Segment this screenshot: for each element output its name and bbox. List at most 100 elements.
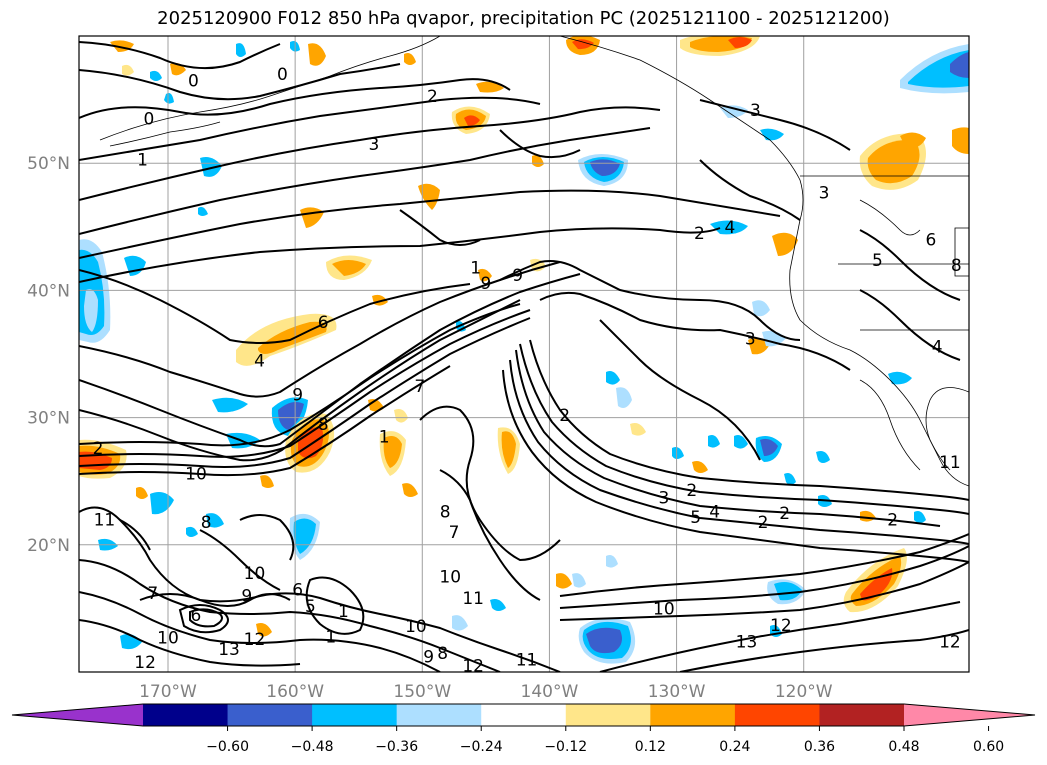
precip-blob	[734, 435, 748, 449]
contour-label: 11	[462, 589, 484, 609]
lat-tick-label: 50°N	[27, 154, 70, 174]
contour-label: 3	[750, 101, 761, 121]
colorbar-tick-label: −0.36	[375, 739, 418, 755]
colorbar: −0.60 −0.48 −0.36 −0.24 −0.12 0.12 0.24 0.36 0.4…	[11, 703, 1036, 755]
colorbar-segment	[227, 704, 313, 726]
contour-label: 3	[745, 330, 756, 350]
precip-blob	[816, 451, 830, 463]
lon-tick-label: 120°W	[775, 682, 833, 702]
contour-label: 9	[512, 266, 523, 286]
precip-blob	[308, 43, 326, 66]
precip-blob	[867, 139, 920, 184]
graticule	[79, 36, 969, 672]
lon-tick-label: 170°W	[139, 682, 197, 702]
contour-label: 0	[277, 65, 288, 85]
colorbar-extend-high	[904, 704, 1035, 726]
contour-label: 12	[134, 653, 156, 673]
contour-label: 3	[369, 135, 380, 155]
contour-label: 5	[872, 251, 883, 271]
lon-tick-label: 150°W	[393, 682, 451, 702]
precip-blob	[150, 70, 162, 81]
contour-label: 10	[244, 564, 266, 584]
contour-label: 12	[770, 616, 792, 636]
precip-blob	[606, 371, 620, 385]
precip-blob	[478, 268, 492, 282]
precip-blob	[212, 397, 248, 413]
precip-blob	[164, 93, 174, 104]
contour-label: 4	[725, 218, 736, 238]
contour-label: 3	[819, 183, 830, 203]
colorbar-segment	[565, 704, 651, 726]
precip-blob	[752, 300, 770, 317]
contour-label: 6	[292, 580, 303, 600]
precip-blob	[402, 483, 418, 497]
precip-blob	[260, 475, 274, 488]
colorbar-tick-label: −0.24	[460, 739, 503, 755]
precip-blob	[708, 435, 720, 448]
precip-blob	[490, 599, 506, 611]
contour-label: 11	[94, 510, 116, 530]
precip-blob	[136, 487, 148, 499]
precip-blob	[452, 615, 468, 631]
precip-blob	[383, 436, 402, 468]
lat-tick-labels: 20°N 30°N 40°N 50°N	[27, 154, 70, 556]
contour-label: 2	[694, 224, 705, 244]
precip-blob	[606, 555, 618, 568]
contour-label: 11	[516, 650, 538, 670]
contour-label: 1	[338, 602, 349, 622]
precip-blob	[418, 183, 440, 210]
precip-blob	[760, 438, 778, 456]
contour-label: 5	[690, 508, 701, 528]
precip-blob	[710, 220, 748, 235]
colorbar-segment	[734, 704, 820, 726]
precip-blob	[84, 289, 98, 332]
contour-label: 1	[137, 150, 148, 170]
colorbar-extend-low	[12, 704, 143, 726]
lon-tick-label: 160°W	[266, 682, 324, 702]
contour-label: 8	[318, 415, 329, 435]
lon-tick-label: 130°W	[648, 682, 706, 702]
contour-label: 3	[658, 489, 669, 509]
colorbar-outline	[11, 703, 1036, 727]
precip-blob	[198, 206, 208, 216]
precip-blob	[256, 623, 272, 637]
precip-blob	[772, 232, 798, 256]
contour-label: 9	[423, 648, 434, 668]
precip-blob	[186, 526, 198, 537]
precip-blob	[236, 43, 246, 57]
lon-tick-labels: 170°W 160°W 150°W 140°W 130°W 120°W	[139, 682, 833, 702]
colorbar-tick-label: −0.48	[291, 739, 334, 755]
contour-label: 9	[292, 386, 303, 406]
precip-blob	[888, 371, 912, 385]
precip-blob	[206, 513, 224, 528]
precip-blob	[908, 50, 969, 88]
contour-label: 10	[405, 617, 427, 637]
precip-blob	[278, 402, 304, 430]
precip-blob	[720, 105, 748, 118]
contour-label: 10	[439, 568, 461, 588]
colorbar-segment	[143, 704, 229, 726]
precip-blob	[122, 64, 134, 76]
contour-label: 8	[951, 256, 962, 276]
precip-blob	[464, 115, 480, 126]
precip-blob	[616, 387, 632, 408]
precip-blob	[784, 473, 796, 485]
colorbar-segment	[396, 704, 482, 726]
contour-label: 8	[201, 513, 212, 533]
lon-tick-label: 140°W	[521, 682, 579, 702]
contour-lines	[79, 41, 969, 672]
precip-blob	[914, 511, 926, 523]
colorbar-segment	[481, 704, 567, 726]
precip-blob	[332, 260, 366, 276]
contour-label: 2	[887, 510, 898, 530]
precip-blob	[586, 627, 622, 654]
contour-label: 9	[241, 587, 252, 607]
contour-label: 7	[147, 584, 158, 604]
contour-label: 12	[939, 632, 961, 652]
precip-blob	[630, 423, 646, 436]
contour-label: 10	[185, 465, 207, 485]
precip-blob	[748, 337, 770, 355]
precip-blob	[952, 127, 969, 154]
